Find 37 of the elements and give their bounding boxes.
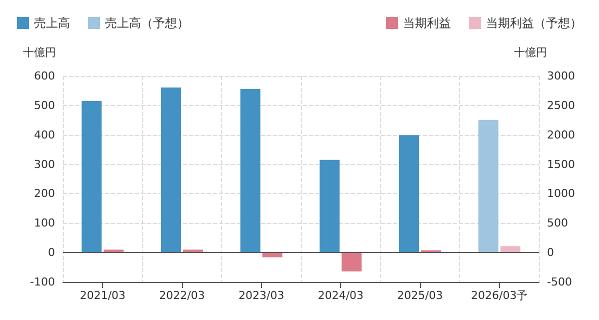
bar: [240, 88, 260, 253]
legend-label: 当期利益（予想）: [486, 16, 582, 30]
bar: [262, 252, 282, 258]
bar: [342, 252, 362, 272]
y2-tick-label: 1000: [547, 187, 575, 200]
bar: [82, 101, 102, 253]
bar: [399, 135, 419, 253]
x-tick-label: 2022/03: [159, 289, 205, 302]
legend-label: 当期利益: [403, 16, 451, 30]
y2-tick-label: 2000: [547, 128, 575, 142]
y-tick-label: 600: [34, 70, 55, 82]
legend-label: 売上高（予想）: [105, 16, 189, 30]
x-tick-label: 2026/03予: [470, 289, 528, 302]
y2-tick-label: -500: [547, 276, 572, 288]
y2-axis-title: 十億円: [514, 46, 547, 59]
y-tick-label: 500: [34, 98, 55, 112]
y2-tick-label: 500: [547, 216, 568, 230]
x-tick-label: 2025/03: [397, 289, 443, 302]
legend-label: 売上高: [34, 16, 70, 30]
y-tick-label: 200: [34, 187, 55, 200]
x-tick-label: 2021/03: [80, 289, 126, 302]
y-tick-label: 300: [34, 158, 55, 171]
bar: [500, 246, 520, 253]
bar: [320, 160, 340, 253]
x-tick-label: 2023/03: [238, 289, 284, 302]
y2-tick-label: 2500: [547, 98, 575, 112]
y-tick-label: 0: [48, 246, 55, 260]
y2-tick-label: 1500: [547, 158, 575, 171]
y-axis-title: 十億円: [23, 46, 56, 59]
y-tick-label: 100: [34, 216, 55, 230]
y-tick-label: 400: [34, 128, 55, 142]
y-tick-label: -100: [30, 276, 55, 288]
y2-tick-label: 0: [547, 246, 554, 260]
x-tick-label: 2024/03: [318, 289, 364, 302]
y2-tick-label: 3000: [547, 70, 575, 82]
bar: [161, 87, 181, 253]
bar: [478, 120, 498, 253]
